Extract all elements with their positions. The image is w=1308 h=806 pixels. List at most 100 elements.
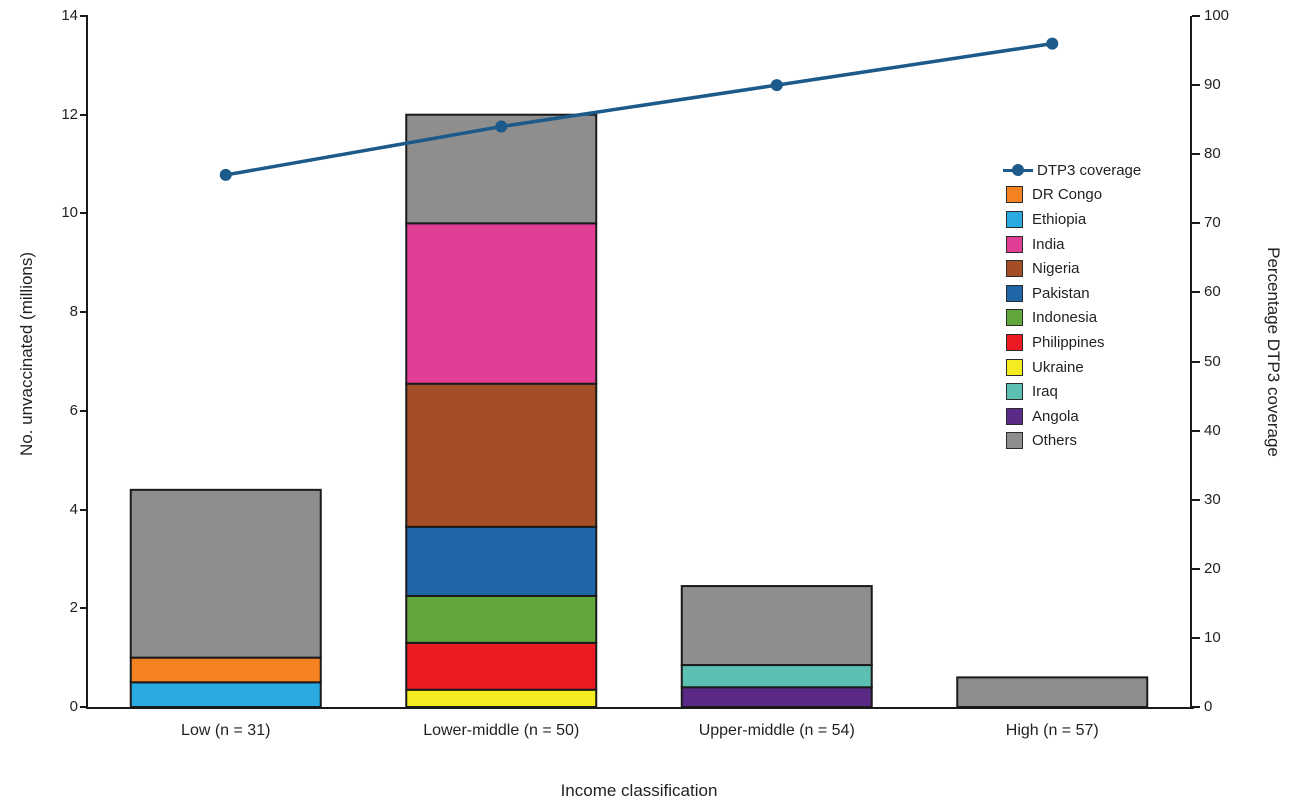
right-axis-tick [1192,360,1200,363]
y-axis-right-line [1190,16,1192,707]
x-category-label-lower-middle: Lower-middle (n = 50) [423,722,580,739]
left-axis-tick [80,706,88,708]
x-category-label-low: Low (n = 31) [181,722,271,739]
legend-item-iraq: Iraq [1006,379,1141,404]
left-axis-tick [80,212,88,215]
legend-label-india: India [1032,235,1065,253]
right-axis-tick [1192,291,1200,294]
left-axis-tick-label: 10 [61,204,78,222]
legend-item-indonesia: Indonesia [1006,306,1141,331]
bar-segment-iraq [680,664,873,689]
left-axis-tick-label: 14 [61,7,78,24]
legend-item-pakistan: Pakistan [1006,281,1141,306]
left-axis-tick [80,508,88,511]
legend-label-dtp3-coverage: DTP3 coverage [1037,161,1142,179]
right-axis-tick-label: 20 [1204,559,1221,577]
legend-line-dot-icon [1012,164,1024,177]
right-axis-tick [1192,706,1200,708]
bar-segment-others [405,113,598,225]
bar-segment-india [405,222,598,385]
dtp3-coverage-line-marker-icon [1003,162,1033,179]
left-axis-tick-label: 2 [69,599,78,617]
bar-segment-others [680,585,873,667]
legend-label-indonesia: Indonesia [1032,309,1098,327]
legend-item-ukraine: Ukraine [1006,355,1141,380]
right-axis-tick-label: 100 [1204,7,1230,24]
right-axis-tick [1192,567,1200,570]
right-axis-tick [1192,498,1200,501]
right-axis-tick [1192,15,1200,17]
left-axis-tick [80,15,88,17]
legend-item-philippines: Philippines [1006,330,1141,355]
iraq-swatch [1006,383,1023,401]
bar-segment-others [956,676,1149,709]
legend-label-philippines: Philippines [1032,333,1105,351]
left-axis-tick [80,409,88,412]
ethiopia-swatch [1006,210,1023,228]
legend-label-dr-congo: DR Congo [1032,186,1103,204]
left-axis-tick [80,113,88,116]
right-axis-tick-label: 0 [1204,698,1213,715]
right-axis-title: Percentage DTP3 coverage [1264,247,1283,457]
legend-item-dr-congo: DR Congo [1006,183,1141,208]
right-axis-tick-label: 30 [1204,490,1221,508]
legend-label-ethiopia: Ethiopia [1032,210,1087,228]
pakistan-swatch [1006,284,1023,302]
legend-item-dtp3-coverage: DTP3 coverage [1003,158,1142,183]
bar-segment-angola [680,686,873,708]
bar-segment-pakistan [405,525,598,597]
legend-label-iraq: Iraq [1032,383,1058,401]
right-axis-tick [1192,153,1200,156]
angola-swatch [1006,407,1023,425]
x-category-label-high: High (n = 57) [1005,722,1099,739]
dtp3-coverage-point [219,168,232,181]
dtp3-coverage-point [770,79,783,92]
left-axis-tick-label: 12 [61,105,78,123]
x-axis-line [86,707,1194,709]
nigeria-swatch [1006,260,1023,278]
bar-segment-indonesia [405,594,598,644]
bar-segment-others [129,488,322,659]
left-axis-title: No. unvaccinated (millions) [17,251,36,457]
legend-label-others: Others [1032,432,1078,450]
right-axis-tick [1192,429,1200,432]
ukraine-swatch [1006,358,1023,376]
legend-item-india: India [1006,232,1141,257]
legend-item-nigeria: Nigeria [1006,256,1141,281]
right-axis-tick-label: 10 [1204,628,1221,646]
right-axis-tick [1192,222,1200,225]
dtp3-coverage-line [225,41,1053,177]
legend-label-ukraine: Ukraine [1032,358,1084,376]
legend-item-others: Others [1006,429,1141,454]
legend-item-ethiopia: Ethiopia [1006,207,1141,232]
philippines-swatch [1006,333,1023,351]
bar-segment-ethiopia [129,681,322,708]
left-axis-tick-label: 4 [69,500,78,518]
left-axis-tick-label: 6 [69,401,78,419]
bar-segment-ukraine [405,688,598,708]
legend-label-angola: Angola [1032,407,1079,425]
chart-canvas [129,37,1149,709]
right-axis-tick-label: 70 [1204,214,1221,232]
india-swatch [1006,235,1023,253]
right-axis-tick [1192,84,1200,87]
legend-label-pakistan: Pakistan [1032,284,1090,302]
left-axis-tick-label: 0 [69,698,78,715]
right-axis-tick-label: 60 [1204,283,1221,301]
indonesia-swatch [1006,309,1023,327]
x-category-label-upper-middle: Upper-middle (n = 54) [698,722,855,739]
legend: DTP3 coverage DR Congo Ethiopia India Nigeri… [1003,158,1142,454]
right-axis-tick-label: 50 [1204,352,1221,370]
bar-segment-philippines [405,641,598,691]
right-axis-tick [1192,636,1200,639]
dtp3-coverage-point [1046,37,1059,50]
legend-label-nigeria: Nigeria [1032,260,1080,278]
left-axis-tick [80,607,88,610]
plot-area [88,16,1190,709]
right-axis-tick-label: 80 [1204,145,1221,163]
y-axis-left-line [86,16,88,707]
left-axis-tick-label: 8 [69,303,78,321]
bar-segment-dr-congo [129,656,322,684]
dtp3-coverage-point [495,120,508,133]
dr-congo-swatch [1006,186,1023,204]
